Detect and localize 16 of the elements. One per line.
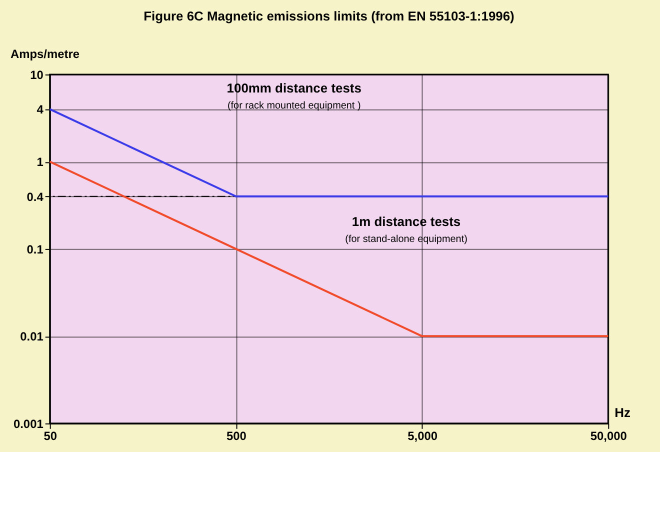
- y-tick-label: 10: [30, 68, 44, 82]
- annotation: 1m distance tests (for stand-alone equipment): [345, 214, 468, 245]
- y-axis-title: Amps/metre: [10, 47, 80, 62]
- y-tick-label: 0.1: [26, 242, 44, 256]
- annotation: 100mm distance tests (for rack mounted equipment ): [226, 80, 362, 112]
- chart-title: Figure 6C Magnetic emissions limits (from EN 55103-1:1996): [144, 8, 514, 24]
- x-tick-label: 50,000: [590, 428, 628, 443]
- x-axis-title: Hz: [614, 404, 631, 420]
- y-tick-label: 0.01: [20, 330, 44, 344]
- y-tick-label: 4: [36, 102, 44, 117]
- x-tick-label: 50: [44, 428, 58, 443]
- y-tick-label: 0.4: [26, 190, 44, 204]
- y-tick-label: 0.001: [13, 416, 44, 431]
- x-tick-label: 500: [226, 428, 247, 443]
- x-tick-label: 5,000: [408, 428, 438, 443]
- y-tick-label: 1: [36, 155, 44, 170]
